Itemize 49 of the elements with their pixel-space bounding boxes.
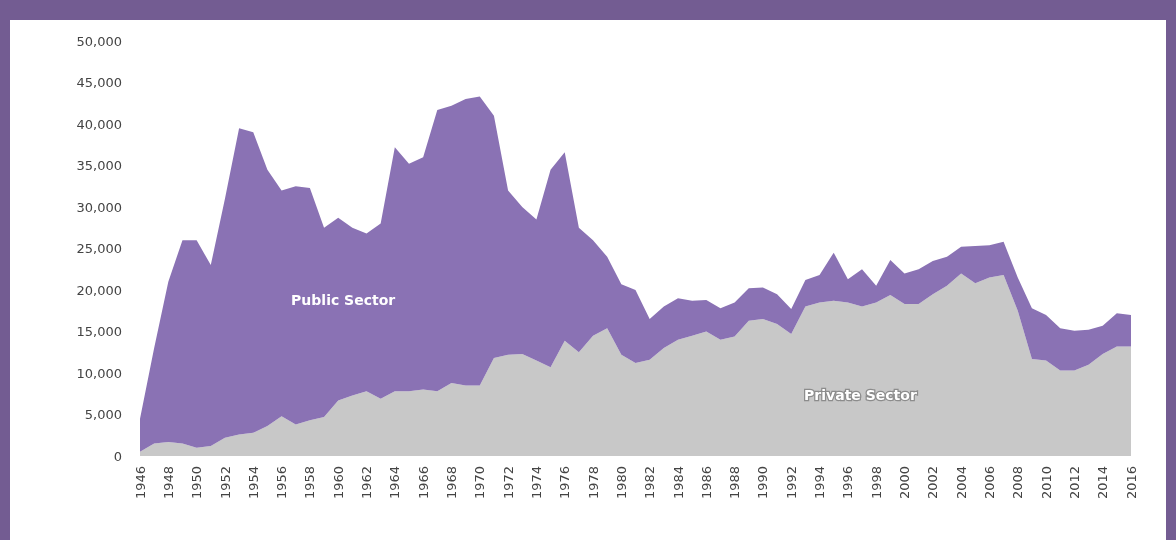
- x-tick-label: 1946: [132, 466, 148, 500]
- x-tick-label: 1990: [755, 466, 771, 500]
- x-tick-label: 1966: [415, 466, 431, 500]
- y-tick-label: 45,000: [76, 75, 122, 91]
- y-tick-label: 0: [113, 448, 122, 464]
- x-tick-label: 1974: [528, 466, 544, 500]
- x-tick-label: 1970: [472, 466, 488, 500]
- x-tick-label: 1948: [160, 466, 176, 500]
- x-tick-label: 1958: [302, 466, 318, 500]
- x-tick-label: 2008: [1010, 466, 1026, 500]
- y-tick-label: 50,000: [76, 33, 122, 49]
- y-tick-label: 30,000: [76, 199, 122, 215]
- y-tick-label: 25,000: [76, 241, 122, 257]
- x-tick-label: 1984: [670, 466, 686, 500]
- series-label: Private Sector: [804, 386, 917, 403]
- x-tick-label: 2004: [953, 466, 969, 500]
- x-tick-label: 1968: [444, 466, 460, 500]
- x-tick-label: 1988: [727, 466, 743, 500]
- x-tick-label: 2000: [897, 466, 913, 500]
- x-tick-label: 1978: [585, 466, 601, 500]
- x-tick-label: 1964: [387, 466, 403, 500]
- y-tick-label: 15,000: [76, 324, 122, 340]
- x-tick-label: 1982: [642, 466, 658, 500]
- y-tick-label: 35,000: [76, 158, 122, 174]
- x-tick-label: 2010: [1038, 466, 1054, 500]
- y-tick-label: 20,000: [76, 282, 122, 298]
- x-tick-label: 1962: [359, 466, 375, 500]
- x-tick-label: 1992: [783, 466, 799, 500]
- series-label: Public Sector: [291, 291, 396, 308]
- x-tick-label: 1972: [500, 466, 516, 500]
- y-tick-label: 5,000: [84, 407, 122, 423]
- x-tick-label: 2016: [1123, 466, 1139, 500]
- x-tick-label: 1986: [698, 466, 714, 500]
- y-tick-label: 40,000: [76, 116, 122, 132]
- x-tick-label: 1950: [189, 466, 205, 500]
- x-tick-label: 1980: [613, 466, 629, 500]
- x-tick-label: 1954: [245, 466, 261, 500]
- x-tick-label: 2014: [1095, 466, 1111, 500]
- y-tick-label: 10,000: [76, 365, 122, 381]
- x-tick-label: 2012: [1066, 466, 1082, 500]
- x-tick-label: 2006: [981, 466, 997, 500]
- x-tick-label: 1996: [840, 466, 856, 500]
- x-tick-label: 1976: [557, 466, 573, 500]
- x-tick-label: 1956: [274, 466, 290, 500]
- x-tick-label: 1994: [812, 466, 828, 500]
- x-tick-label: 1960: [330, 466, 346, 500]
- x-tick-label: 1952: [217, 466, 233, 500]
- x-tick-label: 2002: [925, 466, 941, 500]
- x-tick-label: 1998: [868, 466, 884, 500]
